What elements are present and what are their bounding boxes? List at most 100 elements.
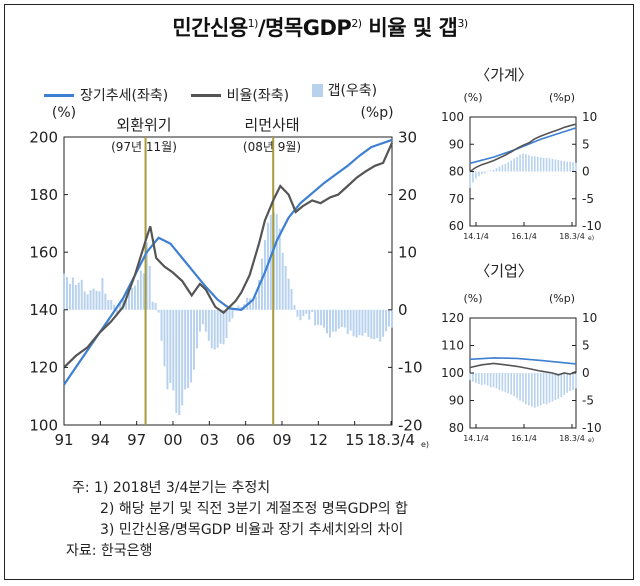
- main-chart: 100 120 140 160 180 200 -20 -10 0 10 20 30 91 94 97 00 0…: [29, 128, 422, 449]
- main-gap-bar: [181, 309, 184, 406]
- corporate-gap-bar: [539, 373, 542, 406]
- chart-title: 민간신용1)/명목GDP2) 비율 및 갭3): [172, 16, 468, 40]
- corporate-gap-bar: [572, 373, 574, 391]
- main-x-tick-label: 00: [163, 431, 182, 449]
- corporate-gap-bar: [566, 373, 568, 393]
- household-gap-bar: [545, 157, 548, 172]
- household-gap-bar: [495, 168, 498, 172]
- main-gap-bar: [86, 294, 89, 310]
- household-gap-bar: [478, 171, 480, 177]
- household-gap-bar: [572, 162, 574, 172]
- household-gap-bar: [554, 159, 557, 172]
- main-gap-bar: [249, 298, 252, 310]
- main-x-tick-label: 06: [236, 431, 255, 449]
- household-x-tick-label: 16.1/4: [511, 232, 537, 241]
- corporate-x-tick-label: 18.3/4: [559, 434, 585, 443]
- main-gap-bar: [216, 309, 219, 348]
- household-gap-bar: [475, 171, 477, 179]
- household-gap-bar: [560, 160, 563, 172]
- main-gap-bar: [145, 242, 148, 310]
- main-left-tick-label: 140: [29, 301, 58, 319]
- household-x-tick-label: 14.1/4: [463, 232, 489, 241]
- corporate-gap-bar: [472, 373, 474, 382]
- main-gap-bar: [231, 309, 234, 319]
- main-gap-bar: [154, 302, 157, 310]
- main-trend-line: [63, 138, 393, 386]
- main-gap-bar: [130, 287, 133, 310]
- main-gap-bar: [296, 309, 299, 317]
- household-last-tick-sup: e): [588, 235, 594, 242]
- main-left-tick-label: 100: [29, 416, 58, 434]
- main-gap-bar: [373, 309, 376, 340]
- corporate-gap-bar: [469, 373, 471, 381]
- household-gap-bar: [548, 158, 551, 172]
- legend-ratio: 비율(좌축): [190, 85, 289, 105]
- main-gap-bar: [219, 309, 222, 344]
- main-gap-bar: [225, 309, 228, 339]
- main-gap-bar: [110, 300, 113, 310]
- corporate-gap-bar: [531, 373, 533, 407]
- main-gap-bar: [210, 309, 213, 349]
- corporate-left-unit: (%): [463, 292, 482, 305]
- main-gap-bar: [320, 309, 323, 326]
- main-gap-bar: [325, 309, 328, 334]
- main-gap-bar: [290, 289, 293, 310]
- main-gap-bar: [334, 309, 337, 332]
- main-gap-bar: [382, 309, 385, 337]
- corporate-gap-bar: [480, 373, 483, 386]
- corporate-gap-bar: [486, 373, 489, 386]
- main-gap-bar: [142, 273, 145, 310]
- main-gap-bar: [190, 309, 193, 383]
- main-gap-bar: [260, 258, 263, 310]
- corporate-gap-bar: [510, 373, 513, 395]
- main-gap-bar: [331, 309, 334, 332]
- corporate-right-tick-label: -10: [582, 421, 602, 435]
- main-gap-bar: [89, 290, 92, 310]
- household-gap-bar: [510, 160, 513, 172]
- corporate-gap-bar: [542, 373, 545, 404]
- main-gap-bar: [77, 282, 80, 310]
- main-gap-bar: [201, 309, 204, 325]
- main-right-tick-label: -10: [398, 359, 423, 377]
- main-gap-bar: [166, 309, 169, 390]
- main-gap-bar: [104, 293, 107, 310]
- main-gap-bar: [252, 300, 255, 310]
- main-left-tick-label: 200: [29, 128, 58, 146]
- main-gap-bar: [148, 266, 151, 310]
- household-ratio-line: [469, 123, 577, 173]
- household-gap-bar: [492, 169, 495, 172]
- main-gap-bar: [388, 309, 391, 327]
- main-gap-bar: [385, 309, 388, 332]
- corporate-right-tick-label: -5: [582, 394, 594, 408]
- corporate-last-tick-sup: e): [588, 437, 594, 444]
- main-gap-bar: [133, 285, 136, 310]
- legend-ratio-swatch: [190, 93, 221, 97]
- household-title: 〈가계〉: [475, 66, 533, 84]
- main-gap-bar: [355, 309, 358, 338]
- main-right-tick-label: 10: [398, 243, 417, 261]
- main-gap-bar: [136, 279, 139, 310]
- corporate-gap-bar: [548, 373, 551, 403]
- main-left-tick-label: 120: [29, 359, 58, 377]
- main-gap-bar: [228, 309, 231, 322]
- household-right-tick-label: -10: [582, 219, 602, 233]
- household-left-tick-label: 100: [441, 110, 464, 124]
- main-gap-bar: [299, 309, 302, 321]
- main-plot-border: [63, 136, 393, 426]
- household-left-tick-label: 80: [449, 165, 464, 179]
- household-gap-bar: [483, 171, 486, 174]
- main-gap-bar: [376, 309, 379, 339]
- main-gap-bar: [113, 304, 116, 310]
- household-gap-bar: [566, 161, 568, 172]
- main-gap-bar: [187, 309, 190, 389]
- main-left-tick-label: 160: [29, 243, 58, 261]
- corporate-gap-bar: [522, 373, 524, 403]
- corporate-gap-bar: [492, 373, 495, 388]
- household-right-unit: (%p): [549, 91, 575, 104]
- household-gap-bar: [504, 163, 507, 172]
- main-gap-bar: [358, 309, 361, 336]
- main-gap-bar: [151, 301, 154, 310]
- main-gap-bar: [317, 309, 320, 325]
- household-gap-bar: [539, 157, 542, 172]
- household-left-unit: (%): [463, 91, 482, 104]
